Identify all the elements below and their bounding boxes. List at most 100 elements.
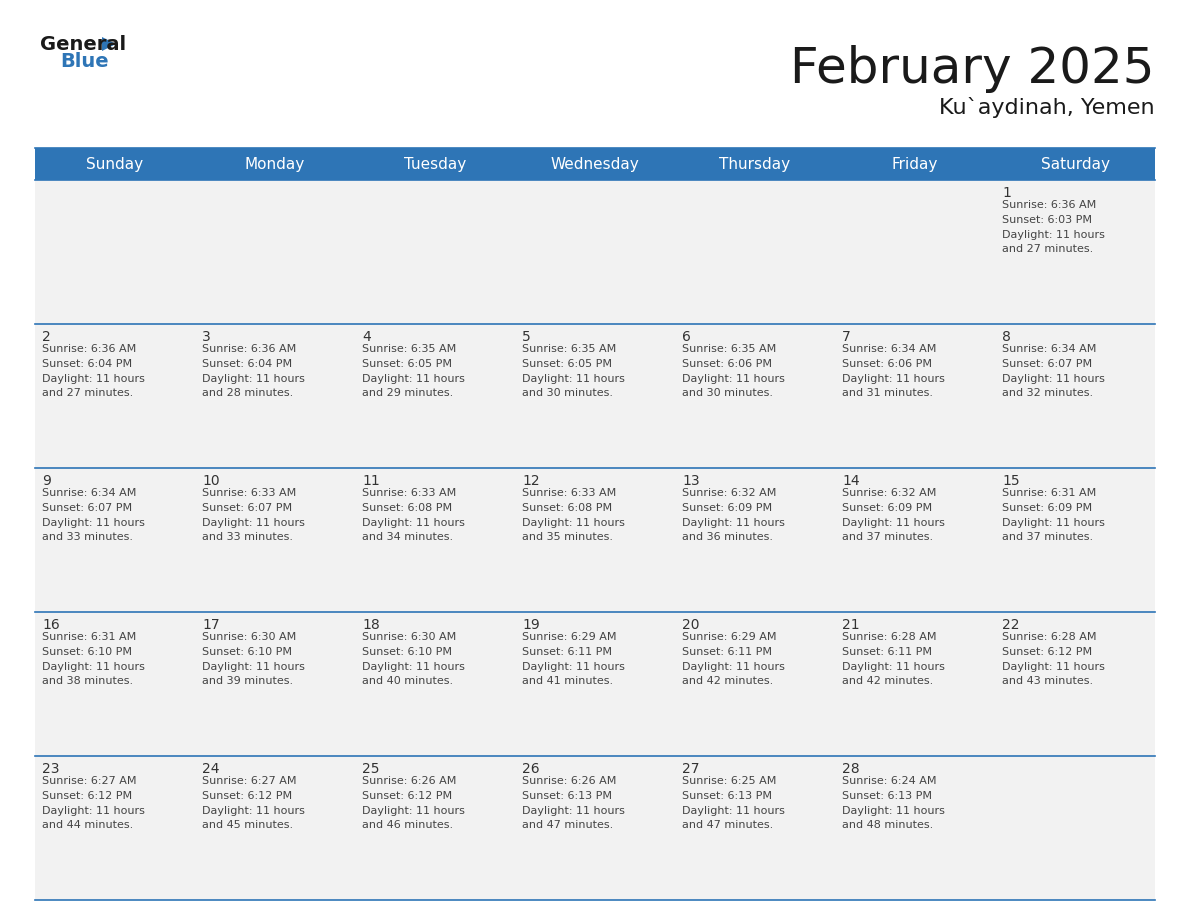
Text: and 44 minutes.: and 44 minutes. [42,820,133,830]
Text: Daylight: 11 hours: Daylight: 11 hours [362,662,465,671]
Text: Sunrise: 6:35 AM: Sunrise: 6:35 AM [362,344,456,354]
Polygon shape [102,37,116,51]
Text: Sunrise: 6:34 AM: Sunrise: 6:34 AM [842,344,936,354]
Text: Sunrise: 6:29 AM: Sunrise: 6:29 AM [522,633,617,643]
Text: Daylight: 11 hours: Daylight: 11 hours [842,518,944,528]
Text: 27: 27 [682,762,700,776]
Text: 21: 21 [842,618,860,632]
Text: 14: 14 [842,474,860,488]
Text: Sunset: 6:09 PM: Sunset: 6:09 PM [1001,503,1092,513]
Bar [195,180,355,324]
Text: Daylight: 11 hours: Daylight: 11 hours [362,805,465,815]
Text: 24: 24 [202,762,220,776]
Text: Sunset: 6:09 PM: Sunset: 6:09 PM [842,503,933,513]
Text: Sunset: 6:11 PM: Sunset: 6:11 PM [522,647,612,657]
Bar [996,180,1155,324]
Bar [835,324,996,468]
Text: 23: 23 [42,762,59,776]
Bar [675,756,835,900]
Bar [34,324,195,468]
Text: Sunrise: 6:26 AM: Sunrise: 6:26 AM [522,777,617,787]
Text: Sunset: 6:13 PM: Sunset: 6:13 PM [682,791,772,801]
Text: 1: 1 [1001,186,1011,200]
Text: Saturday: Saturday [1041,156,1110,172]
Text: Daylight: 11 hours: Daylight: 11 hours [522,662,625,671]
Text: 25: 25 [362,762,379,776]
Text: Sunrise: 6:26 AM: Sunrise: 6:26 AM [362,777,456,787]
Text: and 27 minutes.: and 27 minutes. [42,388,133,398]
Text: Daylight: 11 hours: Daylight: 11 hours [522,518,625,528]
Text: Sunrise: 6:31 AM: Sunrise: 6:31 AM [1001,488,1097,498]
Text: and 38 minutes.: and 38 minutes. [42,676,133,686]
Bar [195,468,355,612]
Text: Sunrise: 6:27 AM: Sunrise: 6:27 AM [202,777,297,787]
Text: and 41 minutes.: and 41 minutes. [522,676,613,686]
Text: Daylight: 11 hours: Daylight: 11 hours [362,374,465,384]
Bar [355,468,516,612]
Text: 28: 28 [842,762,860,776]
Text: Daylight: 11 hours: Daylight: 11 hours [202,805,305,815]
Text: Sunrise: 6:36 AM: Sunrise: 6:36 AM [1001,200,1097,210]
Bar [516,180,675,324]
Text: Sunset: 6:04 PM: Sunset: 6:04 PM [42,359,132,369]
Text: 20: 20 [682,618,700,632]
Text: and 48 minutes.: and 48 minutes. [842,820,934,830]
Text: and 37 minutes.: and 37 minutes. [842,532,933,542]
Text: 7: 7 [842,330,851,344]
Text: 11: 11 [362,474,380,488]
Text: Sunday: Sunday [87,156,144,172]
Bar [355,324,516,468]
Text: Ku`aydinah, Yemen: Ku`aydinah, Yemen [940,97,1155,118]
Text: Sunrise: 6:32 AM: Sunrise: 6:32 AM [682,488,777,498]
Bar [996,612,1155,756]
Text: Daylight: 11 hours: Daylight: 11 hours [1001,518,1105,528]
Text: General: General [40,35,126,54]
Text: Blue: Blue [61,52,108,71]
Bar [355,612,516,756]
Bar [516,756,675,900]
Text: Sunset: 6:13 PM: Sunset: 6:13 PM [522,791,612,801]
Text: Sunrise: 6:35 AM: Sunrise: 6:35 AM [522,344,617,354]
Text: Sunrise: 6:25 AM: Sunrise: 6:25 AM [682,777,777,787]
Text: Daylight: 11 hours: Daylight: 11 hours [682,805,785,815]
Text: 22: 22 [1001,618,1019,632]
Text: Sunset: 6:12 PM: Sunset: 6:12 PM [202,791,292,801]
Text: and 33 minutes.: and 33 minutes. [202,532,293,542]
Text: Sunrise: 6:30 AM: Sunrise: 6:30 AM [202,633,296,643]
Text: Daylight: 11 hours: Daylight: 11 hours [42,518,145,528]
Bar [675,468,835,612]
Text: Sunset: 6:12 PM: Sunset: 6:12 PM [42,791,132,801]
Text: and 29 minutes.: and 29 minutes. [362,388,454,398]
Text: February 2025: February 2025 [790,45,1155,93]
Text: 9: 9 [42,474,51,488]
Text: Sunset: 6:04 PM: Sunset: 6:04 PM [202,359,292,369]
Bar [835,180,996,324]
Text: Sunset: 6:03 PM: Sunset: 6:03 PM [1001,215,1092,225]
Bar [996,756,1155,900]
Text: Sunset: 6:08 PM: Sunset: 6:08 PM [522,503,612,513]
Text: Sunset: 6:07 PM: Sunset: 6:07 PM [202,503,292,513]
Text: Sunset: 6:12 PM: Sunset: 6:12 PM [362,791,453,801]
Text: Daylight: 11 hours: Daylight: 11 hours [1001,662,1105,671]
Text: and 31 minutes.: and 31 minutes. [842,388,933,398]
Bar [34,612,195,756]
Text: Sunset: 6:12 PM: Sunset: 6:12 PM [1001,647,1092,657]
Text: Daylight: 11 hours: Daylight: 11 hours [202,374,305,384]
Text: Sunrise: 6:33 AM: Sunrise: 6:33 AM [362,488,456,498]
Bar [835,612,996,756]
Text: 10: 10 [202,474,220,488]
Text: and 43 minutes.: and 43 minutes. [1001,676,1093,686]
Text: Thursday: Thursday [720,156,790,172]
Text: 17: 17 [202,618,220,632]
Bar [996,468,1155,612]
Bar [355,756,516,900]
Text: Daylight: 11 hours: Daylight: 11 hours [1001,374,1105,384]
Text: 3: 3 [202,330,210,344]
Text: and 30 minutes.: and 30 minutes. [682,388,773,398]
Text: Sunset: 6:06 PM: Sunset: 6:06 PM [682,359,772,369]
Text: Sunset: 6:11 PM: Sunset: 6:11 PM [682,647,772,657]
Text: Sunrise: 6:36 AM: Sunrise: 6:36 AM [42,344,137,354]
Bar [675,180,835,324]
Text: Daylight: 11 hours: Daylight: 11 hours [842,662,944,671]
Bar [195,612,355,756]
